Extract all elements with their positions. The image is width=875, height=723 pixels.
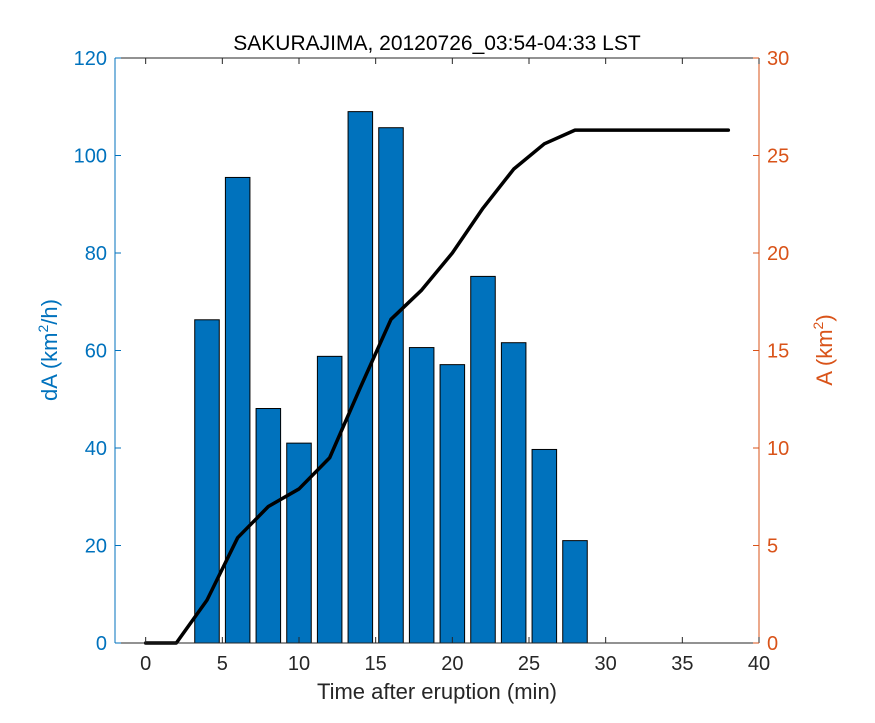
- x-tick-label: 15: [365, 653, 387, 675]
- y-right-ticks: 0 5 10 15 20 25 30: [753, 48, 789, 655]
- x-tick-label: 25: [518, 653, 540, 675]
- bar: [255, 408, 282, 644]
- y-left-label-main: dA (km: [37, 333, 62, 401]
- plot-area: [115, 58, 759, 643]
- y-left-tick-label: 0: [96, 633, 107, 655]
- bar: [408, 347, 435, 644]
- bar: [531, 448, 558, 644]
- y-right-label-main: A (km: [812, 329, 837, 385]
- x-axis-label: Time after eruption (min): [317, 679, 557, 704]
- bar: [500, 342, 527, 644]
- x-ticks: 0 5 10 15 20 25 30 35 40: [140, 58, 770, 675]
- x-tick-label: 35: [671, 653, 693, 675]
- y-right-label-sup: 2: [810, 321, 826, 329]
- x-tick-label: 0: [140, 653, 151, 675]
- bar: [562, 540, 588, 644]
- series-line: [143, 128, 731, 645]
- y-left-tick-label: 80: [85, 243, 107, 265]
- bar: [470, 275, 496, 644]
- bar: [347, 111, 374, 644]
- bar: [224, 176, 251, 644]
- x-tick-label: 10: [288, 653, 310, 675]
- y-right-label-tail: ): [812, 314, 837, 321]
- y-left-ticks: 0 20 40 60 80 100 120: [74, 48, 121, 655]
- y-right-tick-label: 25: [767, 146, 789, 168]
- line-layer: [143, 128, 731, 645]
- x-tick-label: 40: [748, 653, 770, 675]
- y-right-axis-label: A (km2): [810, 314, 837, 385]
- y-left-tick-label: 60: [85, 341, 107, 363]
- bar: [378, 127, 404, 644]
- y-left-label-tail: /h): [37, 299, 62, 325]
- y-left-axis-label: dA (km2/h): [35, 299, 62, 401]
- bar: [194, 319, 220, 644]
- bar: [316, 355, 343, 644]
- y-right-tick-label: 15: [767, 341, 789, 363]
- y-right-tick-label: 10: [767, 438, 789, 460]
- x-tick-label: 5: [217, 653, 228, 675]
- bars-layer: [194, 111, 588, 644]
- x-tick-label: 20: [441, 653, 463, 675]
- y-left-tick-label: 20: [85, 536, 107, 558]
- bar: [286, 442, 312, 644]
- y-right-tick-label: 5: [767, 536, 778, 558]
- y-left-tick-label: 100: [74, 146, 107, 168]
- bar: [439, 364, 466, 644]
- x-tick-label: 30: [595, 653, 617, 675]
- y-right-tick-label: 20: [767, 243, 789, 265]
- y-left-label-sup: 2: [35, 325, 51, 333]
- y-left-tick-label: 40: [85, 438, 107, 460]
- y-right-tick-label: 0: [767, 633, 778, 655]
- y-right-tick-label: 30: [767, 48, 789, 70]
- chart-title: SAKURAJIMA, 20120726_03:54-04:33 LST: [233, 32, 641, 55]
- y-left-tick-label: 120: [74, 48, 107, 70]
